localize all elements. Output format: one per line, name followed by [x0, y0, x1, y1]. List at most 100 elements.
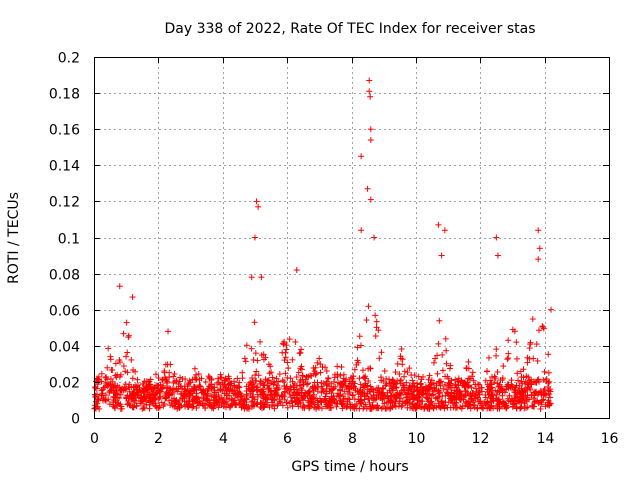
data-point-peak [116, 283, 123, 290]
data-point [200, 390, 207, 397]
data-point-peak [364, 185, 371, 192]
data-point [276, 371, 283, 378]
data-point [493, 391, 500, 398]
data-point [441, 381, 448, 388]
data-point [109, 366, 116, 373]
data-point [518, 393, 525, 400]
data-point [387, 405, 394, 412]
data-point [260, 351, 267, 358]
data-point [269, 395, 276, 402]
data-point [462, 384, 469, 391]
data-point [191, 365, 198, 372]
data-point [443, 347, 450, 354]
data-point [354, 357, 361, 364]
data-point [120, 363, 127, 370]
data-point [428, 398, 435, 405]
data-point [301, 393, 308, 400]
data-point [544, 383, 551, 390]
data-point [102, 380, 109, 387]
x-tick-label: 4 [219, 431, 228, 447]
data-point [187, 388, 194, 395]
data-point [435, 403, 442, 410]
data-point [455, 375, 462, 382]
data-point [253, 368, 260, 375]
data-point [239, 375, 246, 382]
data-point [279, 402, 286, 409]
data-point [241, 355, 248, 362]
data-point [340, 371, 347, 378]
data-point [257, 338, 264, 345]
data-point [486, 405, 493, 412]
data-point [137, 395, 144, 402]
data-point [321, 396, 328, 403]
y-tick-label: 0 [71, 412, 80, 428]
data-point [150, 388, 157, 395]
data-point [285, 365, 292, 372]
data-point [211, 389, 218, 396]
data-point [310, 365, 317, 372]
data-point [523, 396, 530, 403]
data-point [448, 389, 455, 396]
data-point [475, 391, 482, 398]
data-point [213, 397, 220, 404]
data-point [247, 382, 254, 389]
data-point [118, 405, 125, 412]
data-point [373, 318, 380, 325]
data-point [426, 372, 433, 379]
data-point [434, 395, 441, 402]
data-point [312, 371, 319, 378]
data-point [153, 390, 160, 397]
data-point [439, 392, 446, 399]
x-tick-label: 12 [472, 431, 490, 447]
data-point [394, 360, 401, 367]
data-point [295, 369, 302, 376]
data-point [161, 368, 168, 375]
data-point [337, 397, 344, 404]
data-point [468, 396, 475, 403]
data-point [99, 390, 106, 397]
data-point [463, 400, 470, 407]
data-point [374, 389, 381, 396]
data-point [334, 379, 341, 386]
data-point [540, 392, 547, 399]
x-tick-label: 16 [601, 431, 619, 447]
data-point [367, 403, 374, 410]
data-point [436, 317, 443, 324]
data-point [236, 400, 243, 407]
data-point [284, 359, 291, 366]
data-point [138, 400, 145, 407]
data-point [392, 403, 399, 410]
data-point [346, 378, 353, 385]
data-point [163, 389, 170, 396]
data-point-peak [367, 196, 374, 203]
data-point [312, 384, 319, 391]
data-point-peak [366, 77, 373, 84]
data-point [351, 366, 358, 373]
data-point [255, 372, 262, 379]
data-point [513, 339, 520, 346]
data-point [262, 396, 269, 403]
data-point [482, 377, 489, 384]
data-point [109, 384, 116, 391]
data-point [375, 405, 382, 412]
data-point [487, 395, 494, 402]
data-point [474, 381, 481, 388]
data-point [438, 399, 445, 406]
axis-ticks: 0 2 4 6 8 10 12 14 16 0 0.02 0.04 0.06 0.08 0.1 0.12 0.1… [49, 51, 619, 448]
data-point [544, 401, 551, 408]
data-point [214, 375, 221, 382]
data-point [274, 386, 281, 393]
data-point [314, 401, 321, 408]
data-point [504, 356, 511, 363]
data-point [391, 381, 398, 388]
data-point [215, 387, 222, 394]
data-point [386, 376, 393, 383]
data-point [218, 374, 225, 381]
data-point [274, 400, 281, 407]
data-point [505, 385, 512, 392]
data-point [298, 366, 305, 373]
data-point [269, 401, 276, 408]
data-point [545, 369, 552, 376]
data-point [123, 353, 130, 360]
data-point-peak [165, 328, 172, 335]
